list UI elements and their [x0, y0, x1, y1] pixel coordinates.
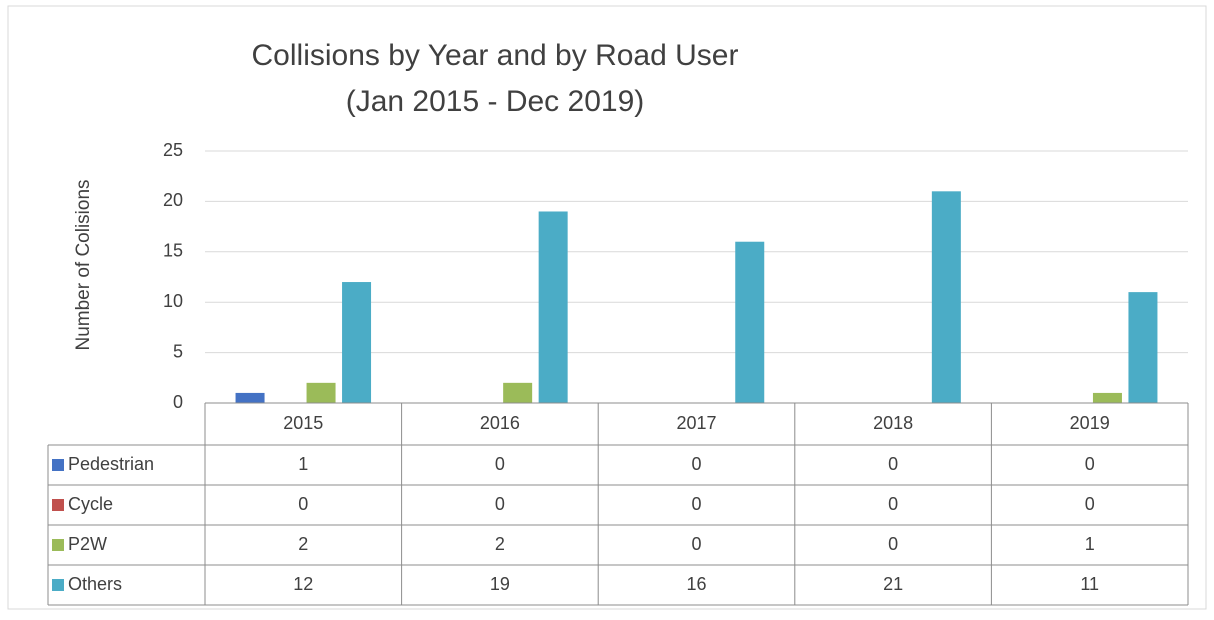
table-cell: 21	[883, 574, 903, 594]
table-cell: 2	[298, 534, 308, 554]
table-cell: 0	[1085, 494, 1095, 514]
bar	[931, 191, 961, 403]
table-header: 2017	[676, 413, 716, 433]
bar	[235, 392, 265, 403]
y-tick-label: 20	[163, 190, 183, 210]
table-cell: 11	[1080, 574, 1099, 594]
table-cell: 16	[686, 574, 706, 594]
y-tick-label: 0	[173, 392, 183, 412]
chart-border	[7, 5, 1207, 610]
y-tick-label: 5	[173, 341, 183, 361]
chart-title: Collisions by Year and by Road User	[252, 39, 739, 72]
y-tick-label: 25	[163, 140, 183, 160]
bar	[735, 241, 765, 403]
legend-label: Others	[68, 574, 122, 594]
table-cell: 0	[298, 494, 308, 514]
bar	[1128, 292, 1158, 403]
table-cell: 1	[298, 454, 308, 474]
bar	[342, 282, 372, 403]
table-cell: 0	[888, 494, 898, 514]
legend-label: P2W	[68, 534, 107, 554]
table-header: 2019	[1070, 413, 1110, 433]
legend-key	[52, 459, 64, 471]
table-cell: 0	[888, 454, 898, 474]
legend-label: Cycle	[68, 494, 113, 514]
bar	[306, 382, 336, 403]
legend-key	[52, 579, 64, 591]
legend-key	[52, 539, 64, 551]
table-cell: 0	[495, 494, 505, 514]
table-cell: 1	[1085, 534, 1095, 554]
y-axis-label: Number of Colisions	[73, 179, 94, 350]
legend-label: Pedestrian	[68, 454, 154, 474]
bar	[1092, 392, 1122, 403]
legend-key	[52, 499, 64, 511]
table-cell: 12	[293, 574, 313, 594]
table-header: 2015	[283, 413, 323, 433]
table-header: 2018	[873, 413, 913, 433]
chart-subtitle: (Jan 2015 - Dec 2019)	[346, 85, 645, 118]
table-cell: 0	[1085, 454, 1095, 474]
table-cell: 0	[691, 454, 701, 474]
table-cell: 0	[888, 534, 898, 554]
bar	[503, 382, 533, 403]
table-header: 2016	[480, 413, 520, 433]
table-cell: 19	[490, 574, 510, 594]
table-cell: 2	[495, 534, 505, 554]
y-tick-label: 10	[163, 291, 183, 311]
table-cell: 0	[691, 534, 701, 554]
table-cell: 0	[495, 454, 505, 474]
y-tick-label: 15	[163, 241, 183, 261]
table-cell: 0	[691, 494, 701, 514]
bar	[538, 211, 568, 403]
